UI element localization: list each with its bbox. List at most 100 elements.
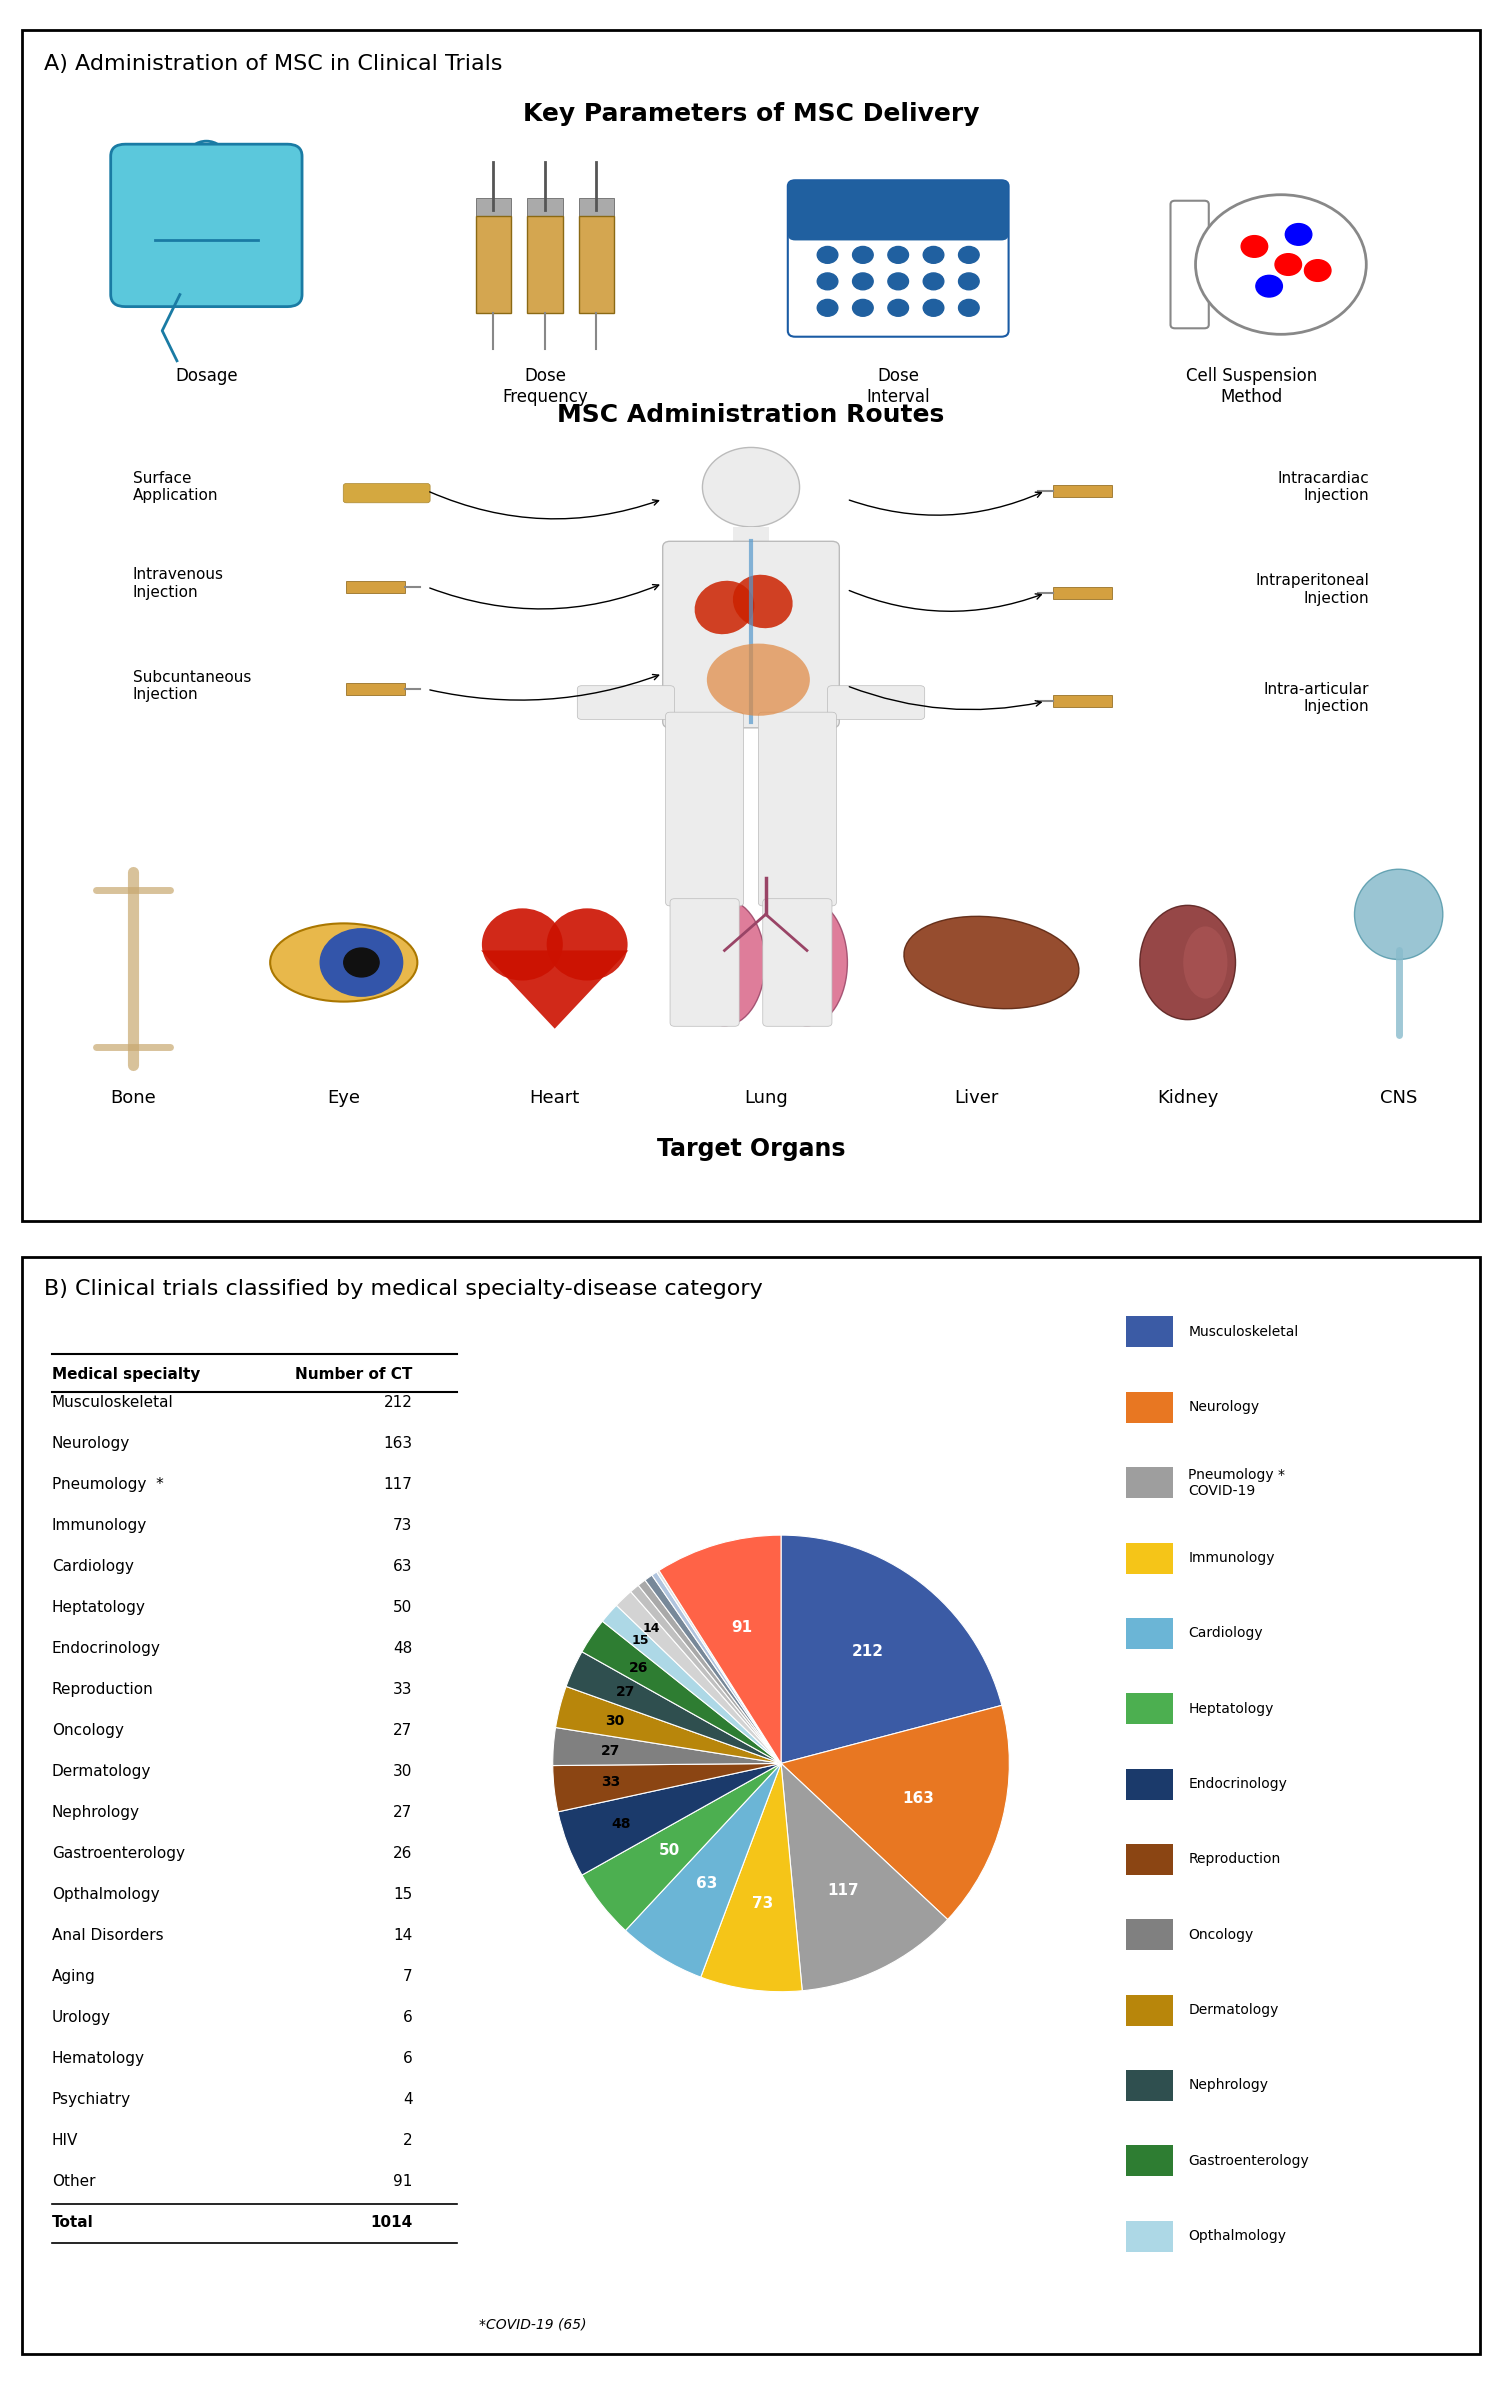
Circle shape [958, 245, 979, 262]
Bar [1053, 696, 1111, 708]
Text: 27: 27 [601, 1744, 620, 1759]
Ellipse shape [707, 643, 810, 715]
Circle shape [853, 274, 873, 291]
Circle shape [958, 300, 979, 317]
Text: 1014: 1014 [369, 2216, 413, 2230]
FancyBboxPatch shape [787, 181, 1009, 241]
Text: 33: 33 [394, 1682, 413, 1697]
Bar [1126, 1844, 1173, 1875]
Text: Heart: Heart [530, 1089, 580, 1106]
Text: 63: 63 [394, 1558, 413, 1575]
Text: Bone: Bone [110, 1089, 156, 1106]
FancyBboxPatch shape [662, 541, 840, 727]
Text: 14: 14 [394, 1928, 413, 1942]
Wedge shape [781, 1763, 948, 1990]
Ellipse shape [694, 581, 754, 634]
Circle shape [958, 274, 979, 291]
Text: Dosage: Dosage [176, 367, 237, 384]
Text: 73: 73 [394, 1518, 413, 1532]
Text: Dose
Frequency: Dose Frequency [502, 367, 587, 405]
Wedge shape [638, 1580, 781, 1763]
Text: MSC Administration Routes: MSC Administration Routes [557, 403, 945, 427]
Text: 48: 48 [611, 1818, 631, 1830]
Circle shape [344, 948, 379, 977]
Text: 15: 15 [631, 1635, 649, 1647]
Text: Nephrology: Nephrology [51, 1806, 140, 1821]
Text: 212: 212 [383, 1394, 413, 1411]
Ellipse shape [1140, 906, 1236, 1020]
Text: 50: 50 [394, 1599, 413, 1616]
FancyBboxPatch shape [763, 898, 832, 1027]
Text: Urology: Urology [51, 2011, 111, 2026]
Ellipse shape [683, 898, 765, 1025]
Text: Intravenous
Injection: Intravenous Injection [132, 567, 224, 601]
Text: Subcuntaneous
Injection: Subcuntaneous Injection [132, 670, 251, 703]
Bar [1126, 1468, 1173, 1499]
Wedge shape [581, 1763, 781, 1930]
Circle shape [817, 245, 838, 262]
Text: Gastroenterology: Gastroenterology [51, 1847, 185, 1861]
Text: 117: 117 [383, 1477, 413, 1492]
Text: Cardiology: Cardiology [1188, 1625, 1263, 1640]
Text: Oncology: Oncology [51, 1723, 123, 1737]
Ellipse shape [1355, 870, 1443, 960]
Circle shape [320, 929, 403, 996]
Text: Number of CT: Number of CT [294, 1368, 413, 1382]
Text: 30: 30 [394, 1763, 413, 1780]
Circle shape [817, 300, 838, 317]
Bar [1126, 1995, 1173, 2026]
Text: Surface
Application: Surface Application [132, 472, 218, 503]
Wedge shape [656, 1570, 781, 1763]
Wedge shape [566, 1651, 781, 1763]
Text: Reproduction: Reproduction [1188, 1852, 1280, 1866]
Text: 6: 6 [403, 2011, 413, 2026]
FancyBboxPatch shape [577, 686, 674, 720]
Text: Target Organs: Target Organs [656, 1137, 846, 1161]
Wedge shape [553, 1728, 781, 1766]
Wedge shape [556, 1687, 781, 1763]
Text: Opthalmology: Opthalmology [51, 1887, 159, 1902]
Text: Opthalmology: Opthalmology [1188, 2228, 1286, 2242]
Text: Intraperitoneal
Injection: Intraperitoneal Injection [1256, 574, 1370, 605]
Text: 163: 163 [903, 1790, 934, 1806]
Wedge shape [781, 1535, 1002, 1763]
FancyBboxPatch shape [828, 686, 925, 720]
Circle shape [1275, 253, 1302, 276]
Ellipse shape [766, 898, 847, 1025]
Text: 6: 6 [403, 2052, 413, 2066]
Text: 63: 63 [695, 1875, 716, 1892]
Text: 26: 26 [394, 1847, 413, 1861]
Text: 73: 73 [751, 1897, 774, 1911]
Circle shape [1286, 224, 1311, 245]
Bar [1126, 1618, 1173, 1649]
FancyBboxPatch shape [344, 484, 430, 503]
Text: 50: 50 [659, 1844, 680, 1859]
Text: Neurology: Neurology [1188, 1401, 1259, 1416]
Circle shape [924, 300, 943, 317]
Text: 4: 4 [403, 2092, 413, 2107]
Text: A) Administration of MSC in Clinical Trials: A) Administration of MSC in Clinical Tri… [45, 55, 503, 74]
Text: 15: 15 [394, 1887, 413, 1902]
Text: Lung: Lung [743, 1089, 787, 1106]
Circle shape [924, 245, 943, 262]
Text: Key Parameters of MSC Delivery: Key Parameters of MSC Delivery [523, 102, 979, 126]
Bar [1126, 1768, 1173, 1799]
Circle shape [888, 300, 909, 317]
Text: Reproduction: Reproduction [51, 1682, 153, 1697]
FancyBboxPatch shape [787, 181, 1009, 336]
Bar [578, 217, 614, 312]
Ellipse shape [733, 574, 793, 629]
Circle shape [817, 274, 838, 291]
Wedge shape [781, 1706, 1009, 1921]
Ellipse shape [547, 908, 628, 979]
Text: Eye: Eye [327, 1089, 360, 1106]
FancyBboxPatch shape [759, 713, 837, 906]
Text: 26: 26 [629, 1661, 649, 1675]
Text: 91: 91 [731, 1620, 753, 1635]
Text: Heptatology: Heptatology [1188, 1701, 1274, 1716]
Text: Immunology: Immunology [1188, 1551, 1275, 1566]
Text: Gastroenterology: Gastroenterology [1188, 2154, 1308, 2169]
Text: 117: 117 [828, 1883, 859, 1897]
Circle shape [888, 274, 909, 291]
Bar [345, 684, 406, 696]
